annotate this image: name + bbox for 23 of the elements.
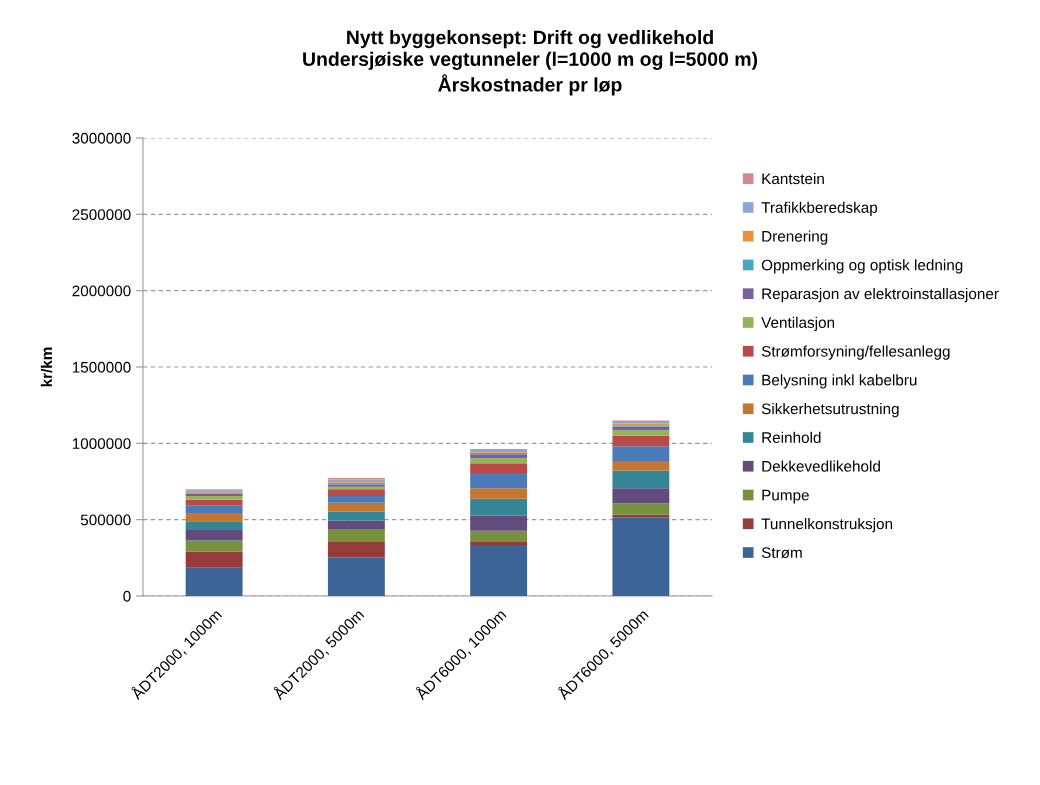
- legend-label: Oppmerking og optisk ledning: [761, 259, 963, 274]
- y-tick-label: 500000: [80, 514, 131, 526]
- legend-label: Strømforsyning/fellesanlegg: [761, 345, 950, 360]
- legend-label: Reparasjon av elektroinstallasjoner: [762, 287, 999, 303]
- legend-label: Tunnelkonstruksjon: [761, 518, 893, 533]
- legend-label: Dekkevedlikehold: [762, 460, 880, 472]
- y-tick-label: 0: [123, 590, 131, 602]
- y-tick-label: 1000000: [72, 438, 131, 450]
- y-tick-label: 2500000: [72, 209, 131, 221]
- legend-label: Belysning inkl kabelbru: [762, 374, 917, 389]
- legend-label: Pumpe: [762, 489, 809, 504]
- y-tick-label: 2000000: [72, 285, 131, 297]
- legend-label: Ventilasjon: [761, 316, 835, 331]
- legend-label: Reinhold: [762, 431, 821, 443]
- legend-label: Strøm: [761, 547, 802, 559]
- y-tick-label: 1500000: [72, 361, 131, 373]
- legend-label: Trafikkberedskap: [761, 201, 878, 216]
- legend-label: Drenering: [762, 230, 828, 245]
- legend-label: Sikkerhetsutrustning: [761, 403, 899, 418]
- chart-title: Nytt byggekonsept: Drift og vedlikehold Undersjøiske vegtunneler (l=1000 m og l=5000 m) Årskostnader pr løp: [303, 30, 758, 96]
- legend-label: Kantstein: [762, 172, 824, 185]
- y-axis-title: kr/km: [40, 347, 53, 387]
- y-tick-label: 3000000: [72, 132, 131, 144]
